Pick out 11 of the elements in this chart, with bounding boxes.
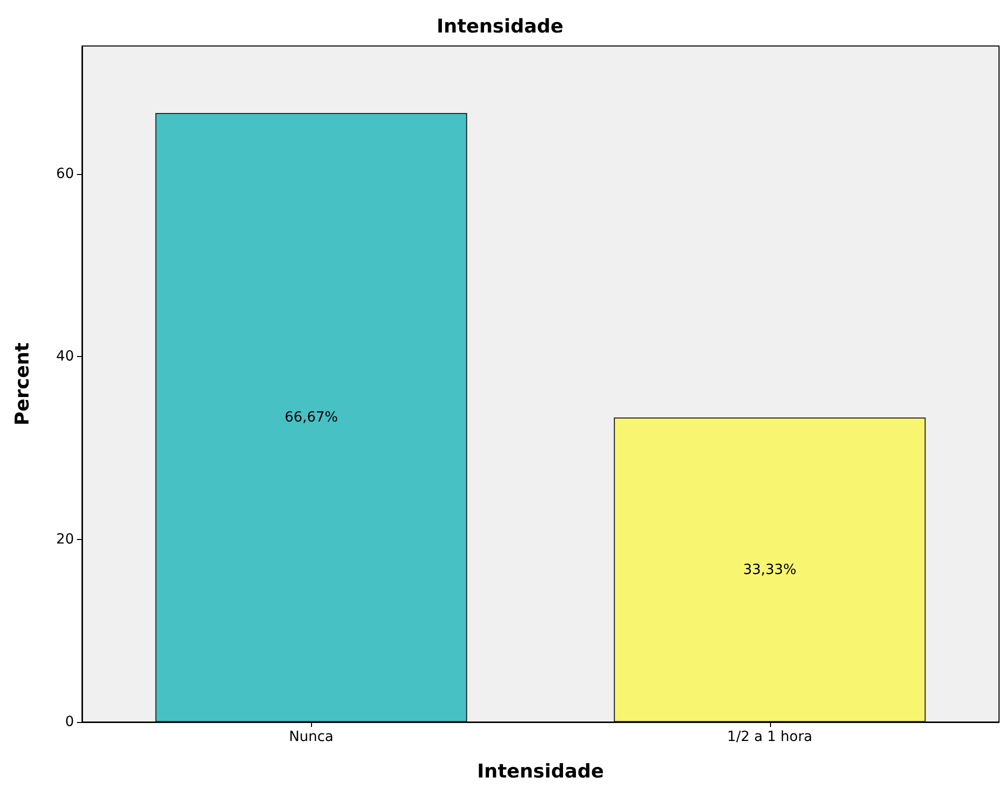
- y-tick-label: 60: [56, 166, 74, 182]
- y-axis-title: Percent: [12, 342, 34, 426]
- data-label: 33,33%: [743, 562, 796, 578]
- x-axis-title: Intensidade: [477, 760, 604, 782]
- y-tick-label: 0: [65, 714, 74, 730]
- y-tick-label: 40: [56, 348, 74, 365]
- chart-title: Intensidade: [436, 16, 564, 38]
- data-label: 66,67%: [284, 409, 338, 426]
- y-tick-label: 20: [56, 531, 74, 548]
- x-tick-label: 1/2 a 1 hora: [727, 729, 812, 745]
- x-tick-label: Nunca: [289, 729, 334, 745]
